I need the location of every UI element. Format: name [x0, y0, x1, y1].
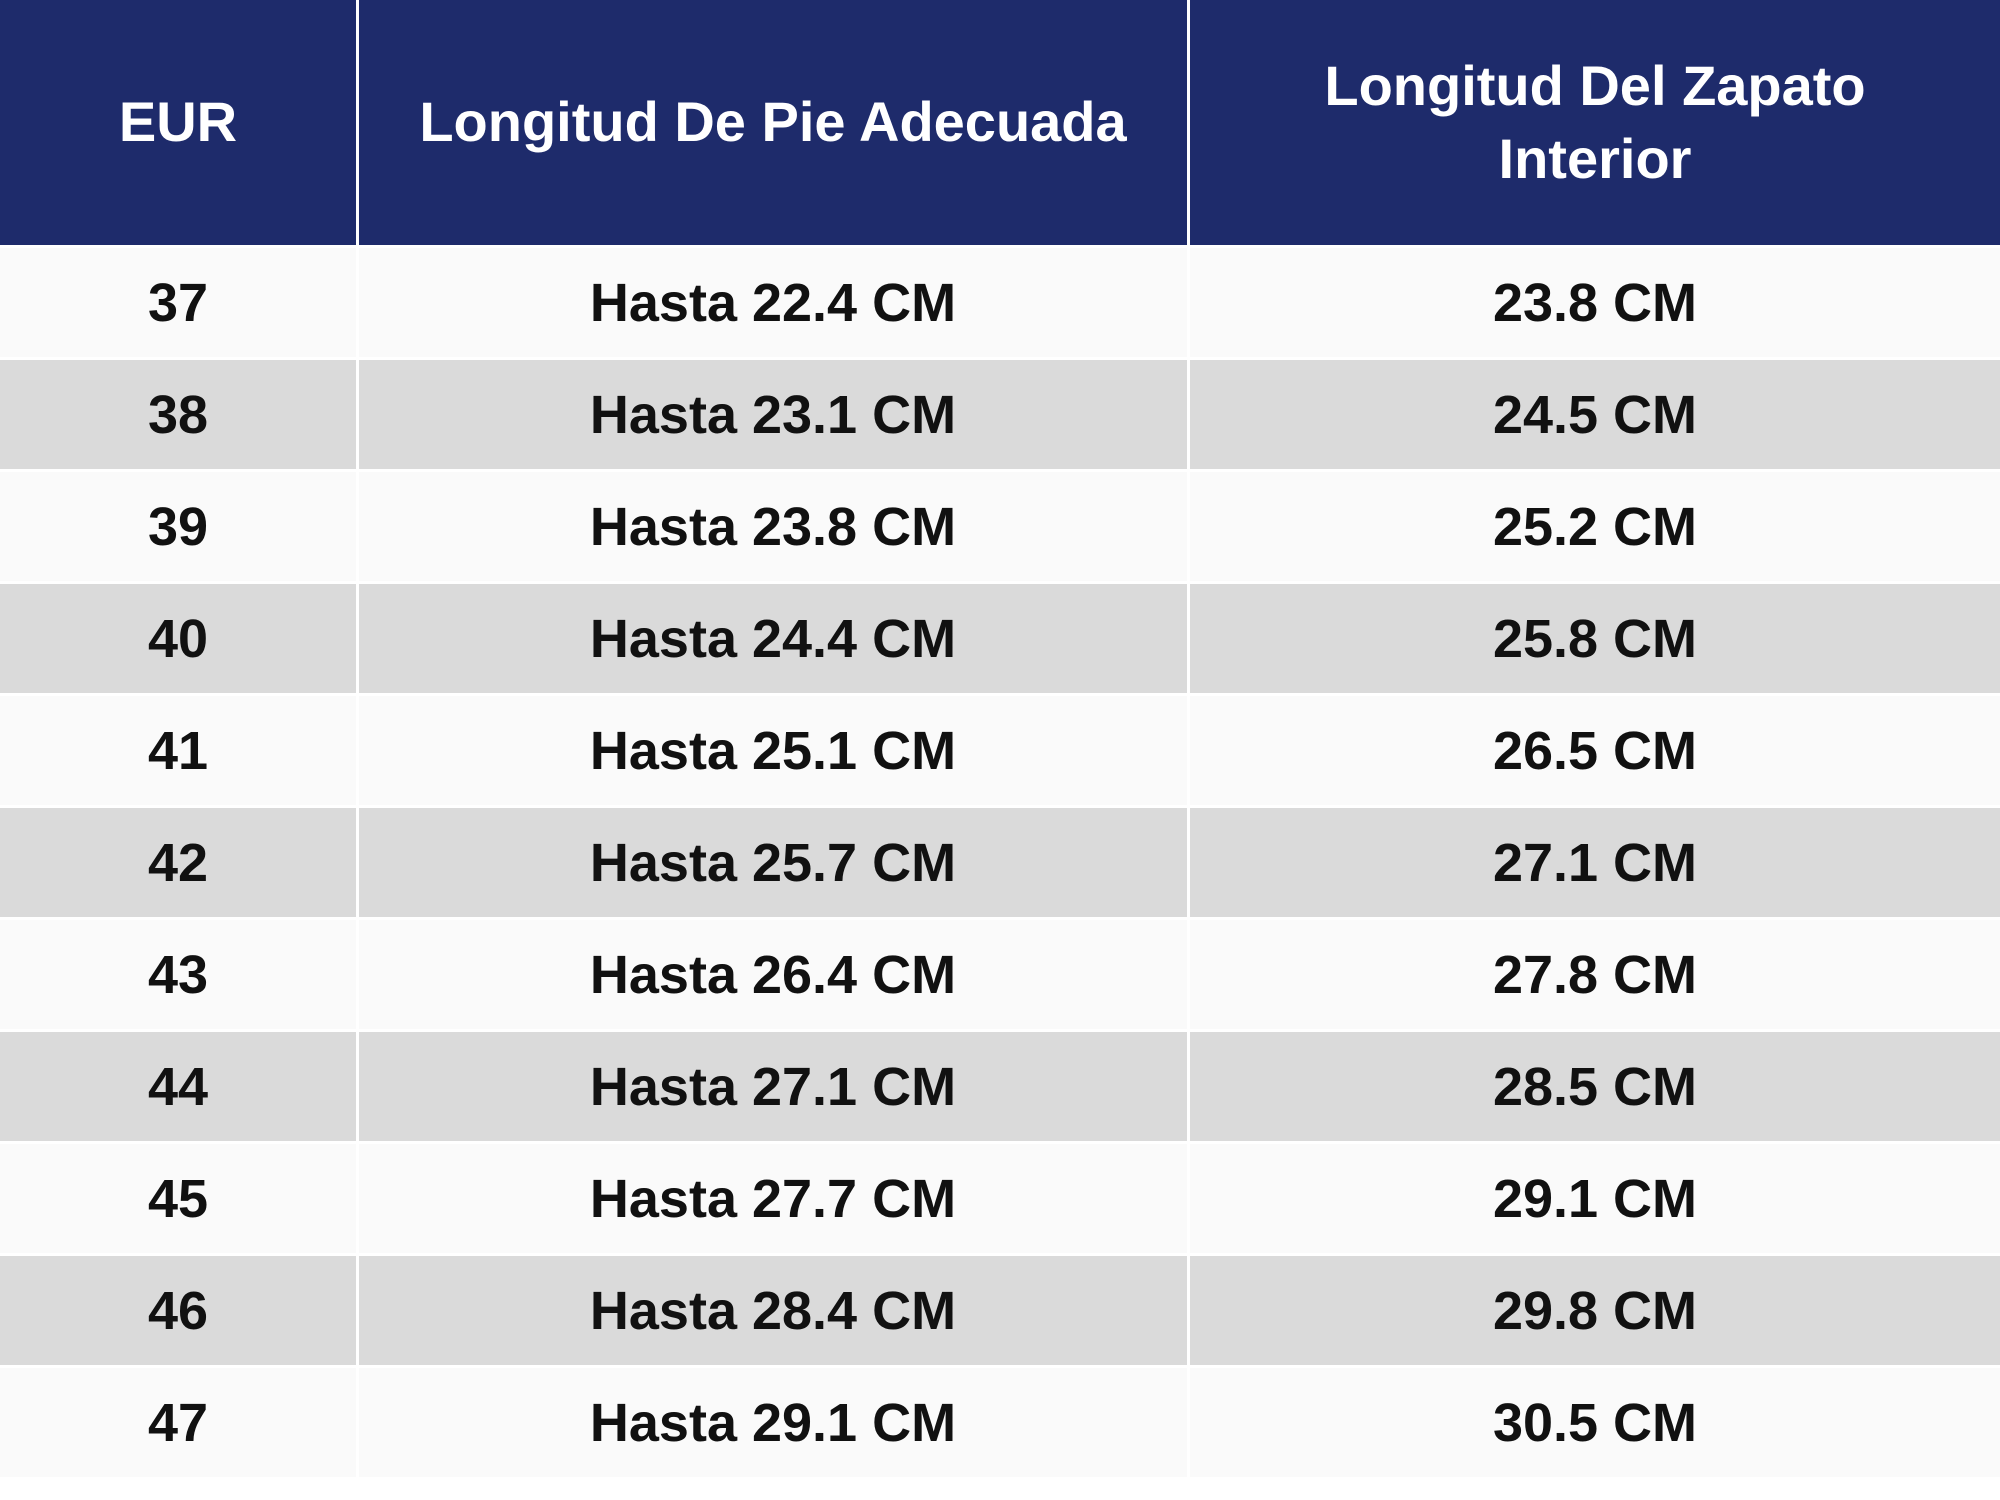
inner-length-cell: 26.5 CM — [1190, 696, 2000, 805]
inner-length-cell: 29.1 CM — [1190, 1144, 2000, 1253]
size-cell: 47 — [0, 1368, 356, 1477]
size-cell: 41 — [0, 696, 356, 805]
size-cell: 39 — [0, 472, 356, 581]
inner-length-cell: 25.8 CM — [1190, 584, 2000, 693]
foot-length-cell: Hasta 28.4 CM — [359, 1256, 1187, 1365]
size-cell: 42 — [0, 808, 356, 917]
foot-length-cell: Hasta 27.1 CM — [359, 1032, 1187, 1141]
inner-length-cell: 28.5 CM — [1190, 1032, 2000, 1141]
size-cell: 46 — [0, 1256, 356, 1365]
inner-length-cell: 27.8 CM — [1190, 920, 2000, 1029]
foot-length-cell: Hasta 24.4 CM — [359, 584, 1187, 693]
inner-length-cell: 23.8 CM — [1190, 248, 2000, 357]
inner-length-cell: 25.2 CM — [1190, 472, 2000, 581]
inner-length-cell: 30.5 CM — [1190, 1368, 2000, 1477]
header-cell-foot-length: Longitud De Pie Adecuada — [359, 0, 1187, 245]
inner-length-cell: 27.1 CM — [1190, 808, 2000, 917]
size-cell: 44 — [0, 1032, 356, 1141]
foot-length-cell: Hasta 26.4 CM — [359, 920, 1187, 1029]
foot-length-cell: Hasta 25.7 CM — [359, 808, 1187, 917]
foot-length-cell: Hasta 23.1 CM — [359, 360, 1187, 469]
foot-length-cell: Hasta 23.8 CM — [359, 472, 1187, 581]
size-cell: 38 — [0, 360, 356, 469]
header-cell-eur: EUR — [0, 0, 356, 245]
size-cell: 45 — [0, 1144, 356, 1253]
foot-length-cell: Hasta 27.7 CM — [359, 1144, 1187, 1253]
size-cell: 40 — [0, 584, 356, 693]
foot-length-cell: Hasta 22.4 CM — [359, 248, 1187, 357]
size-cell: 43 — [0, 920, 356, 1029]
foot-length-cell: Hasta 29.1 CM — [359, 1368, 1187, 1477]
inner-length-cell: 24.5 CM — [1190, 360, 2000, 469]
header-cell-inner-shoe-length: Longitud Del Zapato Interior — [1190, 0, 2000, 245]
size-cell: 37 — [0, 248, 356, 357]
inner-length-cell: 29.8 CM — [1190, 1256, 2000, 1365]
foot-length-cell: Hasta 25.1 CM — [359, 696, 1187, 805]
